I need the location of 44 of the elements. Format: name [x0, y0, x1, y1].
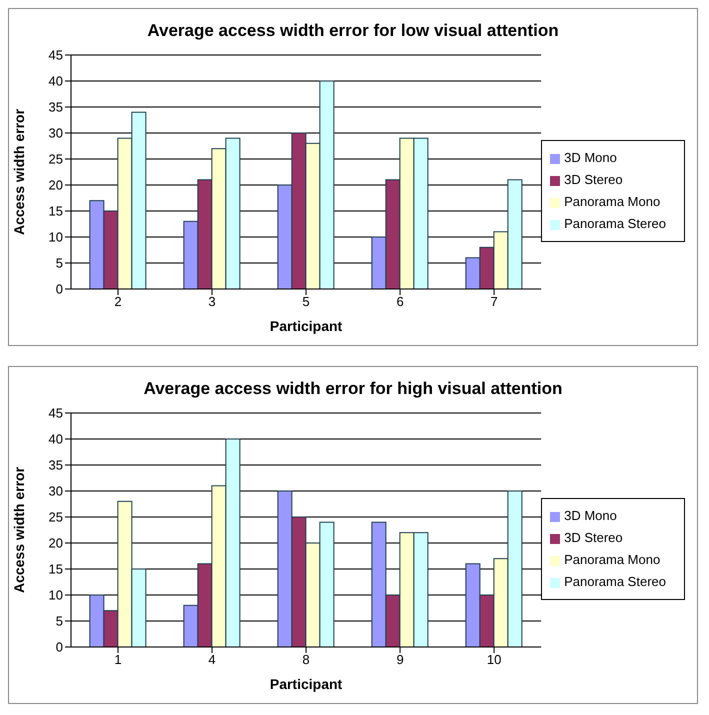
y-tick-label: 40 [48, 74, 63, 89]
x-tick-label: 6 [396, 294, 404, 310]
y-tick-label: 5 [56, 256, 63, 271]
x-tick-label: 1 [114, 652, 122, 668]
y-tick-label: 0 [56, 282, 63, 297]
legend-label: Panorama Mono [564, 552, 660, 567]
y-axis-title: Access width error [10, 108, 27, 236]
x-axis-title: Participant [270, 318, 343, 334]
y-tick-label: 25 [48, 510, 63, 525]
y-tick-label: 20 [48, 536, 63, 551]
legend-label: 3D Mono [564, 150, 617, 165]
x-axis-title: Participant [270, 676, 343, 692]
x-tick-label: 10 [486, 652, 502, 668]
y-tick-label: 20 [48, 178, 63, 193]
chart-title: Average access width error for high visual attention [142, 379, 564, 399]
y-tick-label: 30 [48, 126, 63, 141]
legend-label: 3D Stereo [564, 530, 623, 545]
x-tick-label: 9 [396, 652, 404, 668]
y-tick-label: 0 [56, 640, 63, 655]
y-tick-label: 45 [48, 406, 63, 421]
y-tick-label: 15 [48, 204, 63, 219]
x-tick-label: 8 [302, 652, 310, 668]
y-tick-label: 15 [48, 562, 63, 577]
y-tick-label: 35 [48, 458, 63, 473]
y-tick-label: 5 [56, 614, 63, 629]
chart-title: Average access width error for low visual attention [146, 21, 560, 41]
x-tick-label: 3 [208, 294, 216, 310]
legend-label: Panorama Stereo [564, 574, 666, 589]
y-tick-label: 10 [48, 230, 63, 245]
y-tick-label: 30 [48, 484, 63, 499]
y-axis-title: Access width error [10, 466, 27, 594]
x-tick-label: 2 [114, 294, 122, 310]
legend-label: Panorama Mono [564, 194, 660, 209]
legend-label: 3D Mono [564, 508, 617, 523]
x-tick-label: 4 [208, 652, 216, 668]
y-tick-label: 35 [48, 100, 63, 115]
legend-label: Panorama Stereo [564, 216, 666, 231]
y-tick-label: 10 [48, 588, 63, 603]
y-tick-label: 45 [48, 48, 63, 63]
x-tick-label: 5 [302, 294, 310, 310]
x-tick-label: 7 [490, 294, 498, 310]
y-tick-label: 25 [48, 152, 63, 167]
y-tick-label: 40 [48, 432, 63, 447]
legend-label: 3D Stereo [564, 172, 623, 187]
